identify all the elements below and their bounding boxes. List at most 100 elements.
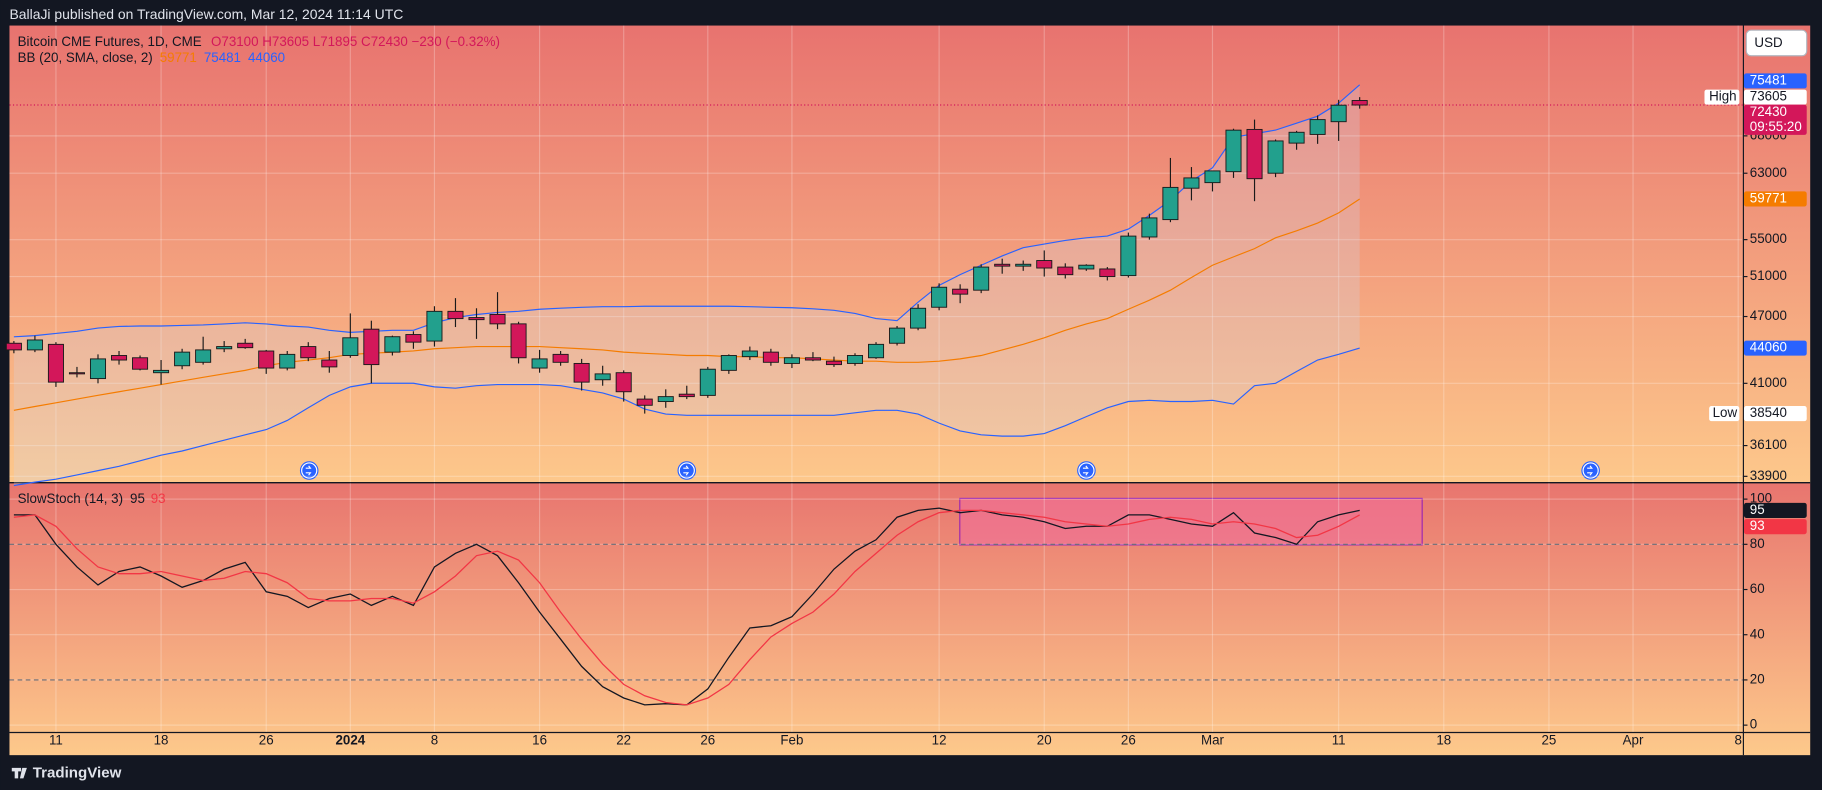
candle-body — [531, 358, 548, 369]
x-tick-label: 12 — [932, 733, 947, 748]
candle-body — [1015, 263, 1032, 267]
x-tick-label: 8 — [431, 733, 438, 748]
candle-body — [1246, 128, 1263, 180]
band-fill — [13, 84, 1360, 486]
candle-body — [26, 339, 43, 351]
candle-body — [615, 372, 632, 393]
countdown: 09:55:20 — [1750, 119, 1802, 134]
candle-body — [111, 355, 128, 361]
candle-body — [573, 362, 590, 383]
price-badge — [1743, 89, 1807, 105]
price-badge — [1743, 502, 1807, 518]
price-badge — [1743, 406, 1807, 422]
published-note: BallaJi published on TradingView.com, Ma… — [9, 6, 403, 22]
price-badge — [1743, 191, 1807, 207]
candle-body — [1267, 140, 1284, 174]
candle-body — [174, 351, 191, 367]
x-tick-label: 2024 — [335, 733, 365, 748]
candle-body — [1120, 235, 1137, 277]
candle-body — [994, 263, 1011, 267]
candle-body — [594, 373, 611, 381]
x-tick-label: Apr — [1623, 733, 1644, 748]
candle-body — [342, 337, 359, 356]
plot-layer: 11 18 26 2024 8 16 22 26 Feb 12 20 26 Mar 11 18 25 Apr 8 3… — [5, 25, 1807, 748]
x-tick-label: 20 — [1037, 733, 1052, 748]
candle-body — [279, 353, 296, 369]
x-tick-label: 11 — [49, 733, 63, 748]
currency[interactable]: USD — [1754, 35, 1783, 50]
candle-body — [1099, 268, 1116, 278]
indicator-title: BB (20, SMA, close, 2) — [18, 50, 153, 65]
logo-text: TradingView — [33, 765, 122, 782]
price-badge-label: 44060 — [1750, 340, 1787, 355]
candle-body — [741, 350, 758, 358]
event-icon[interactable] — [299, 461, 319, 480]
y-tick-label: 47000 — [1750, 308, 1787, 323]
range-label: High — [1709, 89, 1736, 104]
candle-body — [47, 343, 64, 383]
candle-body — [552, 353, 569, 363]
legend-value: 59771 — [160, 50, 197, 65]
x-tick-label: Feb — [780, 733, 803, 748]
candle-body — [237, 342, 254, 349]
candle-body — [510, 323, 527, 359]
price-badge-label: 59771 — [1750, 190, 1787, 205]
candle-body — [762, 351, 779, 363]
candle-body — [1036, 260, 1053, 269]
candle-body — [68, 372, 85, 375]
candle-body — [1078, 264, 1095, 270]
candle-body — [910, 307, 927, 329]
candle-body — [426, 310, 443, 342]
candle-body — [1141, 217, 1158, 238]
bb-line — [13, 347, 1360, 487]
candle-body — [1162, 186, 1179, 221]
candle-body — [699, 368, 716, 396]
candle-body — [195, 349, 212, 363]
y-tick-label: 33900 — [1750, 468, 1787, 483]
candle-body — [825, 360, 842, 366]
candle-body — [846, 355, 864, 364]
candle-body — [678, 393, 695, 398]
event-icon[interactable] — [1581, 461, 1600, 480]
y-tick-label: 63000 — [1750, 165, 1787, 180]
price-badge-label: 95 — [1750, 502, 1765, 517]
candle-body — [804, 357, 821, 361]
chart-title: Bitcoin CME Futures, 1D, CME — [18, 34, 202, 49]
price-badge — [1743, 519, 1807, 535]
price-badge-label: 72430 — [1750, 104, 1787, 119]
candle-body — [1183, 177, 1200, 189]
x-tick-label: 22 — [616, 733, 631, 748]
candle-body — [384, 336, 401, 353]
candle-body — [468, 317, 485, 321]
legend-value: 44060 — [248, 50, 285, 65]
candle-body — [1288, 131, 1305, 144]
price-badge — [1743, 340, 1807, 356]
candle-body — [132, 357, 149, 370]
candle-body — [952, 288, 969, 295]
x-tick-label: 26 — [259, 733, 274, 748]
candle-body — [1330, 104, 1347, 123]
candle-body — [321, 359, 338, 368]
event-icon[interactable] — [1077, 461, 1096, 480]
currency-button[interactable] — [1745, 29, 1808, 57]
candle-body — [636, 398, 653, 406]
price-badge-label: 93 — [1750, 518, 1765, 533]
x-tick-label: 11 — [1332, 733, 1346, 748]
candle-body — [89, 358, 107, 380]
x-tick-label: 16 — [532, 733, 547, 748]
logo-icon — [11, 767, 27, 779]
candle-body — [405, 334, 422, 343]
range-label-box — [1704, 89, 1740, 105]
y-tick-label: 41000 — [1750, 375, 1787, 390]
indicator-title: SlowStoch (14, 3) — [18, 491, 123, 506]
candle-body — [1057, 266, 1074, 276]
y-tick-label: 100 — [1750, 491, 1772, 506]
event-icon[interactable] — [677, 461, 697, 480]
event-icons — [299, 461, 1600, 480]
price-badge — [1743, 73, 1807, 89]
stoch-pane — [9, 483, 1811, 756]
y-tick-label: 80 — [1750, 536, 1765, 551]
x-tick-label: 26 — [700, 733, 715, 748]
y-tick-label: 51000 — [1750, 268, 1787, 283]
